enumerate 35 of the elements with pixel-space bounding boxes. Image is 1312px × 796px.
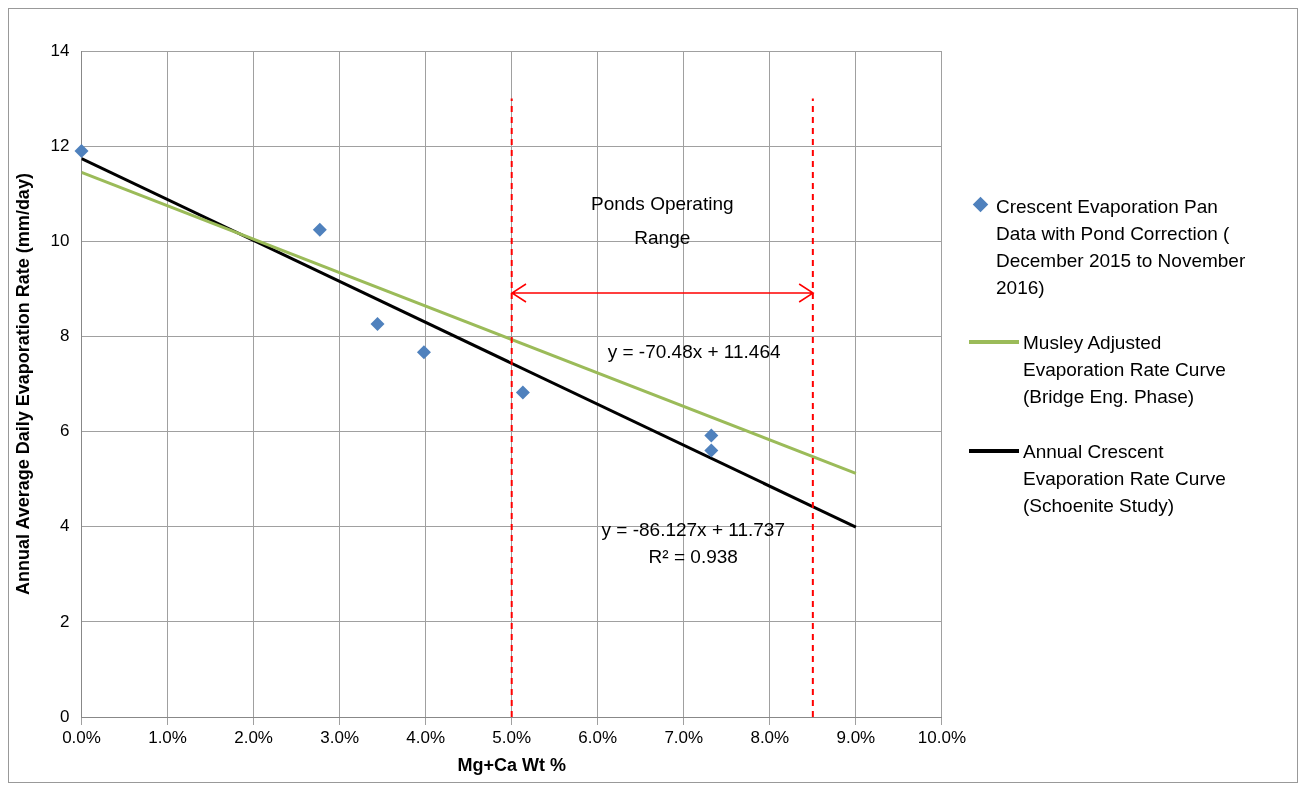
y-tick-label: 8: [60, 325, 70, 345]
point: [704, 427, 719, 442]
y-tick-label: 10: [50, 230, 70, 250]
x-tick-label: 7.0%: [664, 727, 704, 747]
x-tick-label: 4.0%: [406, 727, 446, 747]
y-tick-label: 12: [50, 135, 70, 155]
annotation: y = -86.127x + 11.737: [601, 518, 785, 540]
x-tick-label: 1.0%: [148, 727, 187, 747]
y-tick-label: 4: [60, 515, 70, 535]
point: [515, 385, 530, 400]
point: [74, 143, 89, 158]
x-tick-label: 6.0%: [578, 727, 618, 747]
legend-label: Crescent Evaporation Pan Data with Pond Correction ( December 2015 to November 2016): [996, 194, 1247, 300]
y-tick-label: 2: [60, 611, 70, 631]
x-tick-label: 0.0%: [62, 727, 101, 747]
legend-label: Musley Adjusted Evaporation Rate Curve (Bridge Eng. Phase): [1023, 330, 1227, 409]
x-tick-label: 10.0%: [917, 727, 966, 747]
y-tick-label: 0: [60, 706, 70, 726]
annotation: R² = 0.938: [648, 545, 738, 567]
y-tick-label: 14: [50, 40, 70, 60]
annotation: Ponds Operating Range: [590, 192, 734, 248]
legend-label: Annual Crescent Evaporation Rate Curve (Schoenite Study): [1023, 439, 1227, 518]
y-axis-title: Annual Average Daily Evaporation Rate (mm/day): [12, 172, 33, 595]
x-tick-label: 3.0%: [320, 727, 359, 747]
annotation: y = -70.48x + 11.464: [607, 340, 781, 362]
point: [704, 443, 719, 458]
y-tick-label: 6: [60, 420, 70, 440]
x-tick-label: 9.0%: [836, 727, 876, 747]
point: [370, 316, 385, 331]
x-tick-label: 2.0%: [234, 727, 273, 747]
x-tick-label: 5.0%: [492, 727, 532, 747]
point: [312, 222, 327, 237]
point: [416, 344, 431, 359]
x-tick-label: 8.0%: [750, 727, 790, 747]
x-axis-title: Mg+Ca Wt %: [457, 754, 566, 775]
